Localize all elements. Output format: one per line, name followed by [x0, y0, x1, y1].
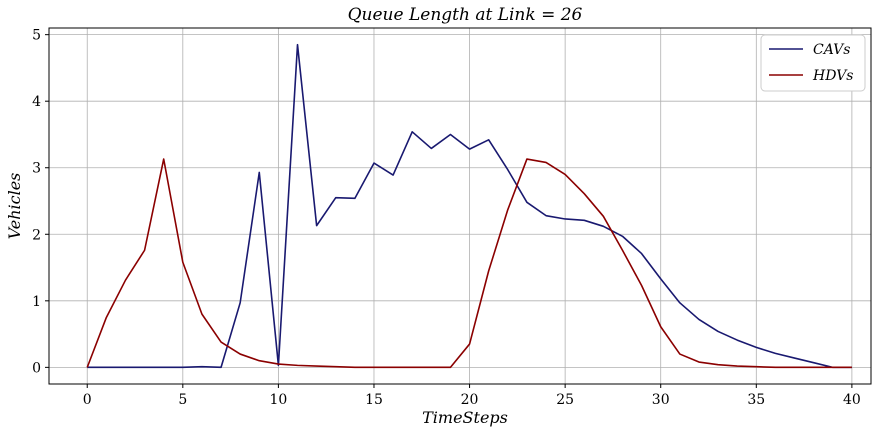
x-tick-label: 10 [269, 392, 287, 408]
y-axis-label: Vehicles [5, 173, 24, 240]
x-tick-label: 15 [365, 392, 383, 408]
y-tick-label: 4 [32, 94, 41, 110]
legend-label-cavs: CAVs [813, 42, 850, 58]
x-tick-label: 35 [747, 392, 765, 408]
legend: CAVs HDVs [760, 34, 866, 92]
x-tick-label: 25 [556, 392, 574, 408]
x-axis-label: TimeSteps [422, 408, 508, 427]
series-line-cavs [87, 43, 852, 369]
series-line-hdvs [86, 158, 852, 369]
y-tick-label: 2 [32, 227, 41, 243]
plot-area [48, 27, 872, 385]
x-tick-label: 40 [843, 392, 861, 408]
axis-ticks: 0 5 10 15 20 25 30 35 40 0 1 2 3 4 5 [32, 28, 861, 408]
series-lines [86, 43, 852, 369]
x-tick-label: 0 [83, 392, 92, 408]
y-tick-label: 3 [32, 161, 41, 177]
x-tick-label: 20 [461, 392, 479, 408]
grid-lines [49, 28, 871, 384]
chart-title: Queue Length at Link = 26 [348, 5, 583, 25]
x-tick-label: 5 [178, 392, 187, 408]
y-tick-label: 0 [32, 360, 41, 376]
y-tick-label: 1 [32, 294, 41, 310]
x-tick-label: 30 [652, 392, 670, 408]
y-tick-label: 5 [32, 28, 41, 44]
legend-label-hdvs: HDVs [812, 68, 853, 84]
